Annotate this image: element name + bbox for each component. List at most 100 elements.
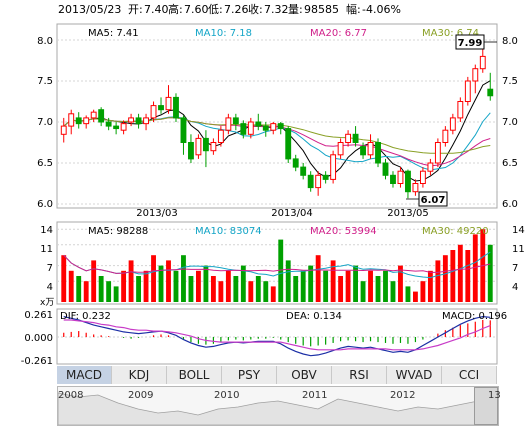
vol-ma20-legend: MA20: 53994 (310, 226, 377, 237)
candle-up (442, 129, 449, 143)
candle-down (300, 166, 307, 176)
high-callout-text: 7.99 (458, 38, 483, 49)
macd-tick: 0.000 (24, 333, 53, 344)
candle-down (98, 109, 105, 123)
nav-year-2013: 13 (488, 390, 501, 401)
volume-bar (487, 244, 493, 302)
candle-up (449, 117, 456, 131)
volume-bar (270, 286, 276, 302)
candle-down (382, 162, 389, 176)
nav-year-2012: 2012 (390, 390, 416, 401)
candle-up (345, 133, 352, 144)
volume-bar (255, 276, 261, 302)
volume-bar (121, 270, 127, 302)
volume-value: 98585 (304, 3, 339, 16)
volume-bar (83, 281, 89, 302)
candle-up (210, 142, 217, 152)
candle-up (434, 142, 441, 164)
nav-year-2008: 2008 (58, 390, 84, 401)
candle-down (262, 125, 269, 131)
volume-bar (293, 276, 299, 302)
ma20-legend: MA20: 6.77 (310, 28, 367, 39)
volume-bar (128, 260, 134, 302)
volume-bar (330, 260, 336, 302)
price-y-ticks: 8.0 7.5 7.0 6.5 6.0 8.0 7.5 7.0 6.5 6.0 (37, 36, 518, 210)
volume-bar (398, 265, 403, 302)
volume-bar (233, 276, 239, 302)
volume-bar (203, 265, 209, 302)
indicator-tab-bar: MACD KDJ BOLL PSY OBV RSI WVAD CCI (57, 366, 497, 384)
price-x-labels: 2013/03 2013/04 2013/05 (136, 208, 429, 219)
navigator-right-handle[interactable] (474, 387, 498, 425)
vol-ma5-legend: MA5: 98288 (88, 226, 148, 237)
macd-tick: -0.261 (21, 356, 53, 367)
volume-ma-line (63, 251, 491, 279)
price-tick-right: 7.5 (502, 76, 518, 87)
candle-down (360, 146, 366, 156)
candle-up (90, 111, 97, 119)
candle-up (427, 162, 434, 172)
volume-ma-legend: MA5: 98288 MA10: 83074 MA20: 53994 MA30:… (88, 226, 489, 237)
tab-wvad[interactable]: WVAD (387, 366, 442, 384)
price-tick-left: 7.5 (37, 76, 53, 87)
candle-down (202, 137, 209, 152)
candle-down (188, 142, 194, 160)
volume-bar (263, 281, 269, 302)
candle-down (75, 117, 82, 125)
volume-bar (173, 270, 179, 302)
candle-up (397, 170, 404, 184)
tab-cci[interactable]: CCI (442, 366, 497, 384)
navigator-sparkline (57, 392, 499, 426)
candle-down (487, 88, 494, 97)
volume-bar (457, 244, 463, 302)
volume-bar (435, 260, 441, 302)
x-label-may: 2013/05 (387, 208, 429, 219)
volume-bar (151, 255, 156, 302)
price-tick-left: 6.5 (37, 158, 53, 169)
candle-up (419, 170, 426, 184)
vol-tick: 7 (47, 263, 53, 274)
price-tick-left: 6.0 (37, 199, 53, 210)
dif-legend: DIF: 0.232 (60, 311, 111, 322)
candle-down (232, 117, 239, 125)
candle-down (277, 123, 284, 130)
ma30-legend: MA30: 6.74 (422, 28, 479, 39)
volume-bar (390, 281, 396, 302)
tab-boll[interactable]: BOLL (167, 366, 222, 384)
tab-kdj[interactable]: KDJ (112, 366, 167, 384)
candle-up (270, 123, 277, 131)
volume-bar (98, 276, 104, 302)
candle-up (457, 101, 464, 119)
candle-up (315, 174, 322, 189)
candle-up (217, 129, 224, 143)
candle-up (247, 121, 254, 135)
candle-up (412, 183, 419, 193)
open-value: 7.40 (144, 3, 169, 16)
tab-obv[interactable]: OBV (277, 366, 332, 384)
tab-psy[interactable]: PSY (222, 366, 277, 384)
price-tick-left: 8.0 (37, 36, 53, 47)
close-value: 7.32 (264, 3, 289, 16)
volume-bar (420, 281, 426, 302)
vol-tick: 14 (40, 225, 53, 236)
volume-bar (442, 255, 448, 302)
candle-up (195, 137, 202, 156)
candle-up (150, 105, 157, 119)
low-callout-text: 6.07 (421, 195, 446, 206)
candle-up (337, 142, 344, 156)
tab-rsi[interactable]: RSI (332, 366, 387, 384)
tab-macd[interactable]: MACD (57, 366, 112, 384)
volume-bar (323, 270, 329, 302)
candle-up (143, 117, 149, 125)
time-range-navigator[interactable] (57, 386, 499, 426)
volume-bar (188, 276, 194, 302)
volume-bar (158, 265, 164, 302)
volume-bar (465, 250, 471, 302)
vol-tick-right: 4 (512, 282, 518, 293)
dea-legend: DEA: 0.134 (286, 311, 342, 322)
candle-up (165, 96, 172, 111)
volume-bar (278, 239, 284, 302)
candle-down (240, 123, 247, 135)
volume-bar (285, 260, 291, 302)
volume-bar (248, 281, 254, 302)
